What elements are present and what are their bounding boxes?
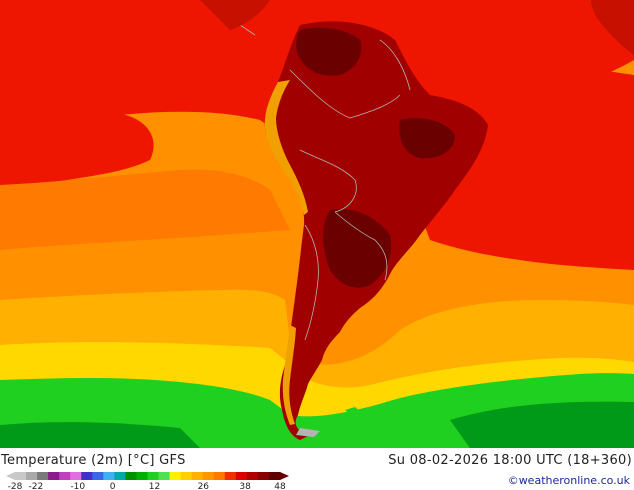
color-scale-cell	[202, 472, 215, 480]
color-scale-cell	[235, 472, 248, 480]
color-scale-cell	[147, 472, 159, 480]
border-line	[299, 149, 357, 213]
color-scale-cell	[114, 472, 126, 480]
color-scale-cell	[59, 472, 71, 480]
color-scale-cell	[125, 472, 137, 480]
central-america	[200, 0, 270, 30]
color-scale-cell	[180, 472, 193, 480]
pacific-orange-band	[0, 169, 290, 250]
color-scale-cell	[246, 472, 259, 480]
color-scale-legend: -28 -22 -10 0 12 26 38 48	[6, 472, 289, 490]
color-scale-cell	[158, 472, 170, 480]
pacific-red-patch	[0, 111, 154, 192]
color-scale-ticks: -28 -22 -10 0 12 26 38 48	[8, 482, 286, 490]
color-scale-cell	[37, 472, 49, 480]
color-scale-cell	[81, 472, 93, 480]
valid-time: Su 08-02-2026 18:00 UTC (18+360)	[388, 453, 632, 468]
scale-tick-label: 12	[149, 482, 160, 490]
color-scale-cell	[213, 472, 226, 480]
andes-western-slope	[264, 80, 308, 215]
map-footer: Temperature (2m) [°C] GFS Su 08-02-2026 …	[0, 448, 634, 490]
color-scale-cells	[6, 472, 289, 480]
border-line	[379, 39, 411, 91]
scale-tick-label: 0	[110, 482, 116, 490]
andes-southern-strip	[282, 325, 296, 425]
scale-tick-label: 38	[239, 482, 251, 490]
color-scale-cell	[15, 472, 27, 480]
color-scale-cell	[136, 472, 148, 480]
border-line	[304, 224, 319, 341]
border-line	[289, 69, 401, 119]
color-scale-cell	[224, 472, 237, 480]
tierra-del-fuego	[296, 428, 320, 437]
color-scale-cell	[70, 472, 82, 480]
scale-tick-label: -22	[29, 482, 44, 490]
color-scale-cell	[169, 472, 182, 480]
cold-dark-green-patch-west	[0, 422, 200, 448]
scale-tick-label: 26	[198, 482, 210, 490]
chart-title: Temperature (2m) [°C] GFS	[1, 453, 186, 468]
color-scale-cell	[257, 472, 270, 480]
amazon-hot-core	[296, 27, 362, 76]
scale-tick-label: 48	[274, 482, 286, 490]
scale-tick-label: -10	[70, 482, 85, 490]
color-scale-cell	[103, 472, 115, 480]
color-scale-cell	[191, 472, 204, 480]
color-scale-cell	[26, 472, 38, 480]
brazil-hot-core	[399, 118, 455, 159]
scale-tick-label: -28	[8, 482, 23, 490]
border-line	[334, 211, 388, 281]
color-scale-cell	[268, 472, 281, 480]
source-credit: ©weatheronline.co.uk	[507, 474, 630, 487]
scale-min-arrow	[6, 472, 15, 480]
africa-corner	[590, 0, 634, 55]
color-scale-cell	[92, 472, 104, 480]
scale-max-arrow	[280, 472, 289, 480]
falkland-islands	[345, 407, 361, 416]
temperature-map	[0, 0, 634, 448]
interior-hot-core	[323, 208, 392, 288]
color-scale-cell	[48, 472, 60, 480]
cold-dark-green-patch	[450, 401, 634, 448]
